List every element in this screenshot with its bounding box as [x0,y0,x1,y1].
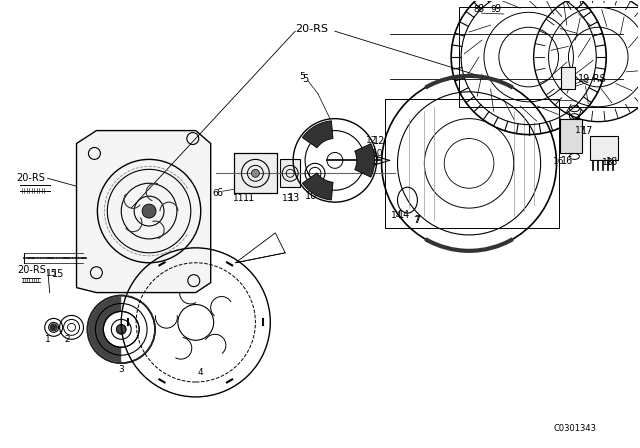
Text: 15: 15 [52,269,64,279]
Text: 9: 9 [490,5,496,14]
Text: 11: 11 [233,194,244,202]
Bar [385,99,559,228]
Text: 3: 3 [118,365,124,374]
Circle shape [252,169,259,177]
Circle shape [116,324,126,334]
Text: 17: 17 [575,126,586,135]
Text: 14: 14 [397,210,410,220]
Text: 15: 15 [46,269,58,278]
Text: 12: 12 [366,136,378,145]
Text: C0301343: C0301343 [554,424,596,433]
Text: 8: 8 [473,5,479,14]
Bar [280,159,300,187]
Text: 6: 6 [212,189,218,198]
Circle shape [51,324,54,327]
Text: 19-RS: 19-RS [579,74,607,84]
Text: 5: 5 [302,74,308,84]
Wedge shape [302,173,333,200]
Text: 10: 10 [372,149,383,158]
Wedge shape [88,297,121,362]
Text: 7: 7 [415,215,420,225]
Text: 4: 4 [198,367,204,377]
Text: 13: 13 [288,193,300,203]
Circle shape [54,327,57,330]
Text: 14: 14 [391,211,402,220]
Circle shape [51,325,56,330]
Text: 9: 9 [494,4,500,14]
Circle shape [51,328,54,331]
Text: 11: 11 [243,193,255,203]
Circle shape [54,325,57,328]
Text: 1: 1 [45,335,51,344]
Bar [590,136,618,160]
Wedge shape [302,121,333,148]
Circle shape [52,328,55,331]
Text: 17: 17 [581,125,594,136]
Text: 20-RS: 20-RS [16,173,45,183]
Circle shape [53,324,56,327]
Text: 20-RS: 20-RS [17,265,46,275]
Circle shape [50,326,53,329]
Text: 5: 5 [300,73,305,82]
Text: 10: 10 [305,191,317,201]
Text: 8: 8 [477,4,483,14]
Text: 6: 6 [217,188,223,198]
Text: 18: 18 [606,157,618,168]
Text: 16: 16 [561,156,573,166]
Bar [459,7,638,107]
Text: 18: 18 [602,158,613,167]
Wedge shape [355,144,374,177]
Text: 20-RS: 20-RS [295,24,328,34]
Circle shape [52,323,55,327]
Bar [561,67,575,89]
Text: 13: 13 [282,194,294,202]
Text: 7: 7 [413,215,419,224]
Circle shape [50,325,53,328]
Circle shape [54,326,58,329]
Circle shape [142,204,156,218]
Text: 2: 2 [65,335,70,344]
Polygon shape [77,130,211,293]
Text: 16: 16 [553,157,564,166]
Circle shape [53,328,56,331]
Text: 12: 12 [372,136,385,146]
Bar [234,154,277,193]
Bar [561,119,582,154]
Circle shape [50,327,53,330]
